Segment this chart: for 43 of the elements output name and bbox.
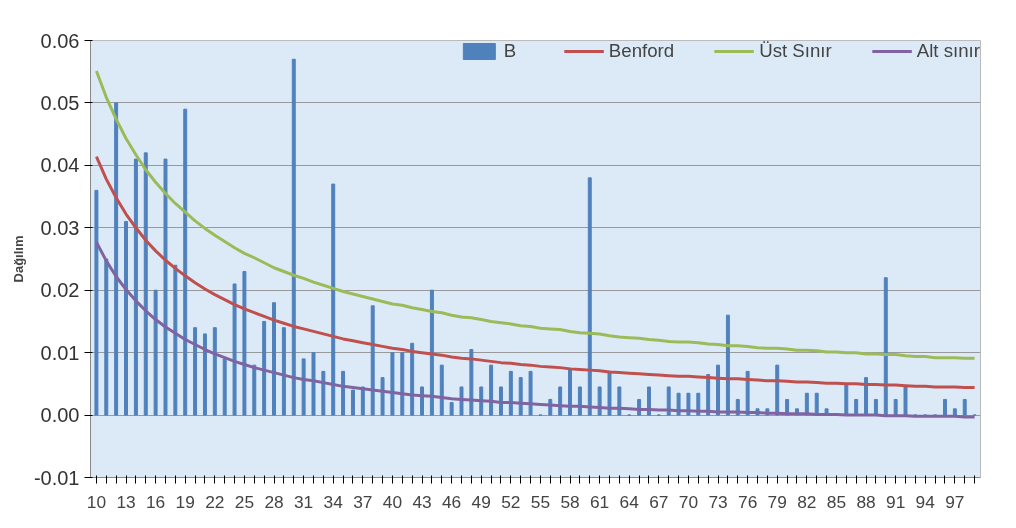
y-tick-label: 0.03: [40, 216, 80, 239]
x-tick-label: 85: [826, 491, 847, 512]
x-tick-label: 61: [590, 491, 610, 512]
x-tick-label: 46: [441, 491, 462, 512]
x-tick-label: 34: [323, 491, 344, 512]
x-tick-label: 16: [145, 491, 166, 512]
y-axis-title: Dağılım: [10, 235, 26, 283]
y-tick-label: 0.05: [40, 91, 80, 114]
x-tick-label: 10: [86, 491, 107, 512]
x-tick-label: 94: [915, 491, 936, 512]
x-tick-label: 73: [708, 491, 728, 512]
x-tick-label: 67: [649, 491, 669, 512]
x-tick-label: 37: [353, 491, 373, 512]
y-tick-label: -0.01: [33, 466, 80, 489]
x-tick-label: 13: [116, 491, 136, 512]
x-tick-label: 55: [530, 491, 551, 512]
x-tick-label: 64: [619, 491, 640, 512]
y-tick-label: 0.04: [40, 154, 80, 177]
y-tick-label: 0.02: [40, 279, 80, 302]
x-tick-label: 82: [797, 491, 817, 512]
x-tick-label: 28: [264, 491, 284, 512]
x-tick-label: 25: [234, 491, 255, 512]
x-tick-label: 52: [501, 491, 521, 512]
x-tick-label: 91: [886, 491, 906, 512]
x-tick-label: 31: [293, 491, 314, 512]
x-tick-label: 58: [560, 491, 580, 512]
y-tick-label: 0.01: [40, 341, 80, 364]
y-tick-label: 0.06: [40, 29, 80, 52]
x-tick-label: 43: [412, 491, 432, 512]
x-tick-label: 70: [678, 491, 699, 512]
x-tick-label: 79: [767, 491, 787, 512]
y-tick-label: 0.00: [40, 404, 80, 427]
legend-label: Alt sınır: [916, 40, 980, 62]
x-tick-label: 19: [175, 491, 195, 512]
legend-label: B: [503, 40, 518, 62]
legend-label: Benford: [608, 40, 675, 62]
x-tick-label: 97: [945, 491, 965, 512]
x-tick-label: 49: [471, 491, 491, 512]
x-tick-label: 40: [382, 491, 403, 512]
x-tick-label: 76: [738, 491, 758, 512]
x-tick-label: 88: [856, 491, 876, 512]
x-tick-label: 22: [205, 491, 225, 512]
legend-label: Üst Sınır: [759, 40, 832, 62]
